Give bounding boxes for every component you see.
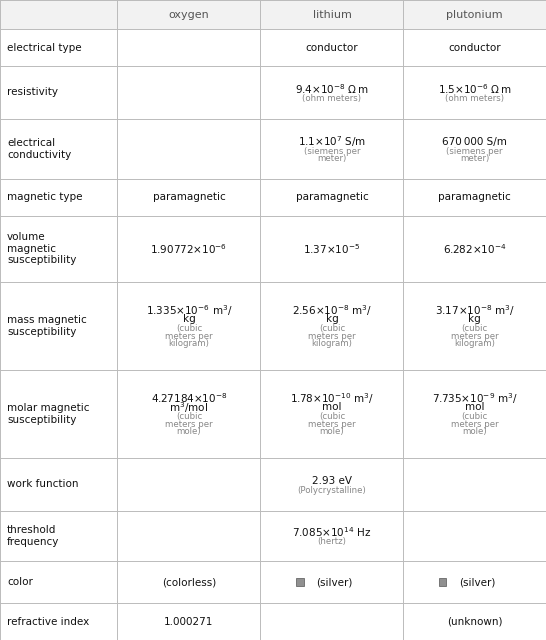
Text: $1.37{\times}10^{-5}$: $1.37{\times}10^{-5}$: [304, 242, 360, 256]
Text: $1.335{\times}10^{-6}$ m$^3$/: $1.335{\times}10^{-6}$ m$^3$/: [146, 303, 232, 318]
Text: meter): meter): [317, 154, 347, 163]
Text: (siemens per: (siemens per: [447, 147, 503, 156]
Text: $2.56{\times}10^{-8}$ m$^3$/: $2.56{\times}10^{-8}$ m$^3$/: [292, 303, 372, 318]
Text: meters per: meters per: [308, 332, 356, 340]
Bar: [439, 578, 447, 586]
Text: (ohm meters): (ohm meters): [445, 94, 505, 103]
Text: conductor: conductor: [306, 43, 358, 52]
Text: paramagnetic: paramagnetic: [152, 193, 225, 202]
Text: molar magnetic
susceptibility: molar magnetic susceptibility: [7, 403, 90, 425]
Text: threshold
frequency: threshold frequency: [7, 525, 60, 547]
Text: $3.17{\times}10^{-8}$ m$^3$/: $3.17{\times}10^{-8}$ m$^3$/: [435, 303, 515, 318]
Text: meters per: meters per: [165, 420, 213, 429]
Text: meters per: meters per: [451, 420, 498, 429]
Text: refractive index: refractive index: [7, 617, 90, 627]
Text: kilogram): kilogram): [454, 339, 495, 348]
Text: electrical
conductivity: electrical conductivity: [7, 138, 72, 160]
Text: mole): mole): [462, 427, 487, 436]
Text: $1.1{\times}10^{7}$ S/m: $1.1{\times}10^{7}$ S/m: [298, 134, 366, 149]
Text: meters per: meters per: [165, 332, 213, 340]
Text: conductor: conductor: [448, 43, 501, 52]
Text: 2.93 eV: 2.93 eV: [312, 476, 352, 486]
Text: kg: kg: [468, 314, 481, 324]
Text: plutonium: plutonium: [447, 10, 503, 20]
Text: kilogram): kilogram): [169, 339, 209, 348]
Text: (cubic: (cubic: [176, 324, 202, 333]
Text: (siemens per: (siemens per: [304, 147, 360, 156]
Text: m$^3$/mol: m$^3$/mol: [169, 400, 209, 415]
Text: kilogram): kilogram): [312, 339, 352, 348]
Text: oxygen: oxygen: [169, 10, 209, 20]
Text: kg: kg: [182, 314, 195, 324]
Text: magnetic type: magnetic type: [7, 193, 82, 202]
Text: lithium: lithium: [312, 10, 352, 20]
Text: (hertz): (hertz): [318, 537, 346, 546]
Text: (cubic: (cubic: [461, 324, 488, 333]
Text: 1.000271: 1.000271: [164, 617, 213, 627]
Text: (cubic: (cubic: [461, 412, 488, 422]
Text: mass magnetic
susceptibility: mass magnetic susceptibility: [7, 315, 87, 337]
Text: meter): meter): [460, 154, 489, 163]
Text: electrical type: electrical type: [7, 43, 82, 52]
Text: work function: work function: [7, 479, 79, 490]
Text: meters per: meters per: [308, 420, 356, 429]
Text: $4.27184{\times}10^{-8}$: $4.27184{\times}10^{-8}$: [151, 392, 227, 406]
Text: mole): mole): [176, 427, 201, 436]
Text: (cubic: (cubic: [319, 412, 345, 422]
Text: $6.282{\times}10^{-4}$: $6.282{\times}10^{-4}$: [443, 242, 507, 256]
Text: $1.78{\times}10^{-10}$ m$^3$/: $1.78{\times}10^{-10}$ m$^3$/: [290, 391, 374, 406]
Bar: [296, 578, 304, 586]
Text: $9.4{\times}10^{-8}$ Ω m: $9.4{\times}10^{-8}$ Ω m: [295, 82, 369, 96]
Text: paramagnetic: paramagnetic: [295, 193, 369, 202]
Text: resistivity: resistivity: [7, 88, 58, 97]
Text: (cubic: (cubic: [176, 412, 202, 422]
Text: (colorless): (colorless): [162, 577, 216, 587]
Text: (cubic: (cubic: [319, 324, 345, 333]
Text: (ohm meters): (ohm meters): [302, 94, 361, 103]
Text: 670 000 S/m: 670 000 S/m: [442, 137, 507, 147]
Text: mole): mole): [319, 427, 345, 436]
Text: volume
magnetic
susceptibility: volume magnetic susceptibility: [7, 232, 76, 266]
Text: $1.5{\times}10^{-6}$ Ω m: $1.5{\times}10^{-6}$ Ω m: [438, 82, 512, 96]
Text: (silver): (silver): [459, 577, 496, 587]
Text: (silver): (silver): [317, 577, 353, 587]
Text: $7.085{\times}10^{14}$ Hz: $7.085{\times}10^{14}$ Hz: [292, 525, 372, 539]
Text: mol: mol: [322, 403, 342, 412]
Text: color: color: [7, 577, 33, 587]
Text: paramagnetic: paramagnetic: [438, 193, 511, 202]
Bar: [0, 0, 546, 29]
Text: $7.735{\times}10^{-9}$ m$^3$/: $7.735{\times}10^{-9}$ m$^3$/: [432, 391, 518, 406]
Text: (Polycrystalline): (Polycrystalline): [298, 486, 366, 495]
Text: meters per: meters per: [451, 332, 498, 340]
Text: $1.90772{\times}10^{-6}$: $1.90772{\times}10^{-6}$: [150, 242, 228, 256]
Text: (unknown): (unknown): [447, 617, 502, 627]
Text: mol: mol: [465, 403, 484, 412]
Text: kg: kg: [325, 314, 339, 324]
